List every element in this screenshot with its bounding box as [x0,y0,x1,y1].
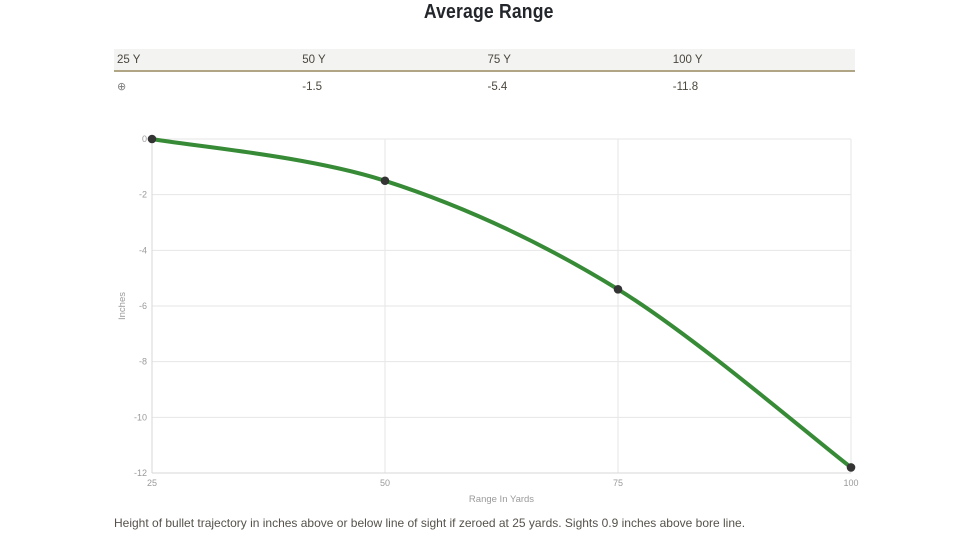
svg-text:Inches: Inches [117,292,128,320]
svg-text:-12: -12 [134,468,147,478]
svg-text:-6: -6 [139,301,147,311]
chart-caption: Height of bullet trajectory in inches ab… [114,516,746,530]
svg-text:0: 0 [142,134,147,144]
svg-text:-10: -10 [134,412,147,422]
page-title: Average Range [424,1,554,23]
svg-text:50: 50 [380,478,390,488]
svg-text:-8: -8 [139,357,147,367]
value-cell-100y: -11.8 [672,81,699,93]
crosshair-icon: ⊕ [117,81,127,93]
svg-text:75: 75 [613,478,623,488]
column-header-25y: 25 Y [117,54,141,66]
page-title-wrap: Average Range [0,0,978,24]
column-header-75y: 75 Y [487,54,511,66]
value-cell-50y: -1.5 [302,81,323,93]
svg-text:-4: -4 [139,245,147,255]
value-cell-75y: -5.4 [487,81,508,93]
svg-text:100: 100 [843,478,858,488]
column-header-100y: 100 Y [672,54,703,66]
svg-text:-2: -2 [139,190,147,200]
column-header-50y: 50 Y [302,54,326,66]
zero-cell: ⊕ [114,72,299,97]
range-table-value-row: ⊕ -1.5 -5.4 -11.8 [114,72,855,97]
svg-text:25: 25 [147,478,157,488]
svg-text:Range In Yards: Range In Yards [469,494,534,505]
range-table: 25 Y 50 Y 75 Y 100 Y ⊕ -1.5 -5.4 -11.8 [114,49,855,97]
range-table-header-row: 25 Y 50 Y 75 Y 100 Y [114,49,855,72]
